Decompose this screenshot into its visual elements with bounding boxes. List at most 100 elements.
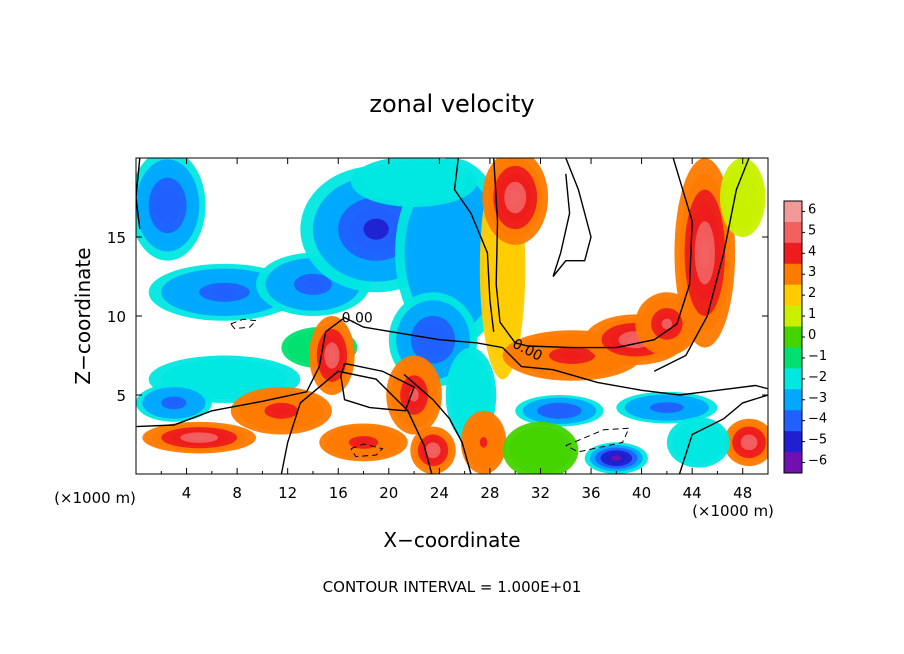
x-tick-label: 4: [182, 484, 192, 502]
field-blob: [460, 410, 507, 474]
field-band: [356, 439, 371, 446]
zero-contour: [678, 394, 768, 474]
contour-interval-note: CONTOUR INTERVAL = 1.000E+01: [323, 578, 582, 596]
colorbar-swatch: [784, 368, 802, 390]
x-tick-label: 28: [480, 484, 499, 502]
x-tick-label: 24: [430, 484, 449, 502]
field-blob: [719, 158, 766, 237]
colorbar-label: 4: [808, 244, 816, 259]
y-tick-label: 10: [107, 308, 126, 326]
zero-contour: [552, 158, 592, 277]
field-band: [560, 351, 584, 360]
colorbar-swatch: [784, 452, 802, 474]
field-blob: [410, 426, 456, 474]
field-blob: [674, 158, 736, 348]
colorbar-label: 2: [808, 286, 816, 301]
colorbar-label: −5: [808, 433, 827, 448]
field-blob: [395, 158, 509, 348]
colorbar-swatch: [784, 201, 802, 223]
field-blob: [142, 421, 257, 454]
y-tick-label: 5: [116, 387, 126, 405]
field-blob: [584, 442, 648, 474]
colorbar-label: 3: [808, 265, 816, 280]
field-band: [328, 348, 336, 363]
zero-contour: [493, 158, 693, 349]
colorbar-swatch: [784, 242, 802, 265]
field-band: [738, 190, 747, 205]
field-blob: [230, 387, 332, 435]
x-tick-label: 40: [632, 484, 651, 502]
field-band: [211, 375, 238, 384]
field-blob: [136, 383, 212, 422]
colorbar-swatch: [784, 221, 802, 244]
x-tick-label: 20: [379, 484, 398, 502]
colorbar-label: 5: [808, 223, 816, 238]
field-band: [429, 446, 437, 455]
field-band: [693, 438, 704, 447]
field-band: [167, 399, 181, 407]
zero-contour: [403, 373, 472, 474]
x-tick-label: 44: [683, 484, 702, 502]
colorbar-swatch: [784, 326, 802, 348]
field-band: [363, 218, 389, 240]
field-blob: [350, 158, 478, 207]
colorbar-swatch: [784, 410, 802, 432]
field-band: [466, 387, 476, 403]
colorbar-label: −1: [808, 349, 827, 364]
zero-contour: [136, 316, 768, 428]
field-band: [534, 445, 547, 456]
colorbar-label: 1: [808, 307, 816, 322]
field-blob: [723, 418, 768, 467]
field-blob: [136, 158, 206, 261]
colorbar-swatch: [784, 305, 802, 328]
field-band: [303, 279, 323, 290]
negative-contour: [565, 427, 630, 453]
negative-contour: [230, 318, 258, 330]
x-unit-label-right: (×1000 m): [692, 502, 774, 520]
field-band: [658, 405, 676, 411]
contour-label: 0.00: [342, 310, 373, 326]
field-blob: [515, 395, 604, 427]
field-band: [403, 177, 425, 186]
x-tick-label: 12: [278, 484, 297, 502]
field-blob: [635, 292, 699, 356]
x-tick-label: 36: [581, 484, 600, 502]
colorbar-label: −6: [808, 454, 827, 469]
field-band: [211, 287, 238, 298]
colorbar-swatch: [784, 347, 802, 369]
y-axis-label: Z−coordinate: [71, 247, 95, 384]
field-blob: [482, 158, 549, 245]
x-tick-label: 48: [733, 484, 752, 502]
colorbar-swatch: [784, 389, 802, 411]
field-band: [161, 196, 174, 215]
field-band: [425, 331, 441, 348]
field-blob: [666, 417, 731, 468]
colorbar-label: 6: [808, 202, 816, 217]
x-axis-label: X−coordinate: [383, 528, 520, 552]
field-blob: [502, 421, 579, 474]
y-axis-ticks: 5 10 15: [107, 229, 768, 405]
field-band: [661, 318, 673, 330]
x-unit-label-left: (×1000 m): [54, 489, 136, 507]
x-tick-label: 16: [329, 484, 348, 502]
y-tick-label: 15: [107, 229, 126, 247]
colorbar-swatch: [784, 431, 802, 453]
colorbar-swatch: [784, 263, 802, 286]
field-band: [442, 237, 462, 269]
colorbar-label: −3: [808, 391, 827, 406]
field-blob: [616, 391, 718, 424]
colorbar-label: 0: [808, 328, 816, 343]
zero-contour: [653, 158, 750, 372]
field-band: [189, 435, 209, 441]
colorbar-swatch: [784, 284, 802, 307]
field-band: [272, 406, 290, 415]
field-band: [552, 408, 567, 414]
field-band: [509, 189, 521, 206]
colorbar: 6 5 4 3 2 1 0 −1 −2 −3 −4 −5 −6: [783, 200, 827, 474]
field-band: [479, 437, 488, 448]
field-band: [744, 438, 754, 447]
chart-title: zonal velocity: [369, 90, 534, 118]
field-band: [699, 237, 710, 269]
